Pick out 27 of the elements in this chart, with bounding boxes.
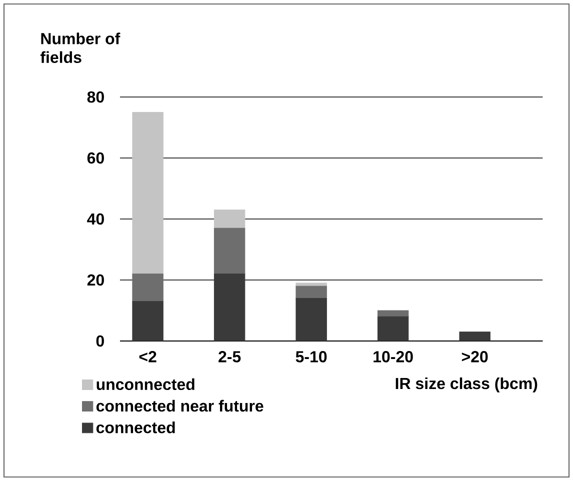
bar <box>132 301 164 341</box>
y-axis-title: Number of fields <box>40 32 120 63</box>
bar <box>377 310 409 317</box>
bar <box>214 228 246 274</box>
bar <box>132 274 164 302</box>
bar <box>296 286 327 299</box>
bar <box>214 274 246 341</box>
x-tick-label: 5-10 <box>296 351 327 362</box>
x-tick-label: 2-5 <box>218 351 241 362</box>
legend-label: unconnected <box>96 378 194 390</box>
bar <box>296 298 327 341</box>
y-tick-label: 0 <box>96 335 104 347</box>
y-tick-label: 20 <box>87 274 104 286</box>
y-tick-label: 40 <box>87 213 104 225</box>
bar <box>459 332 490 341</box>
bar <box>296 282 327 286</box>
x-tick-label: <2 <box>139 351 156 362</box>
x-tick-label: >20 <box>462 351 488 362</box>
bar <box>132 112 164 274</box>
bar <box>214 210 246 228</box>
legend-label: connected near future <box>96 400 264 412</box>
legend-label: connected <box>96 422 175 434</box>
x-tick-label: 10-20 <box>374 351 413 362</box>
bar <box>377 316 409 341</box>
x-axis-title: IR size class (bcm) <box>396 377 538 392</box>
y-tick-label: 60 <box>87 152 104 164</box>
y-tick-label: 80 <box>87 91 104 103</box>
